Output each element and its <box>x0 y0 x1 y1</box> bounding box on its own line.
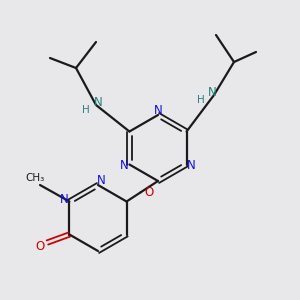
Text: O: O <box>36 240 45 253</box>
Text: N: N <box>154 103 162 116</box>
Text: H: H <box>197 95 205 105</box>
Text: N: N <box>208 86 216 100</box>
Text: N: N <box>60 193 69 206</box>
Text: CH₃: CH₃ <box>26 173 45 183</box>
Text: N: N <box>94 97 102 110</box>
Text: O: O <box>144 186 153 199</box>
Text: N: N <box>187 159 196 172</box>
Text: H: H <box>82 105 90 115</box>
Text: N: N <box>120 159 129 172</box>
Text: N: N <box>97 175 105 188</box>
